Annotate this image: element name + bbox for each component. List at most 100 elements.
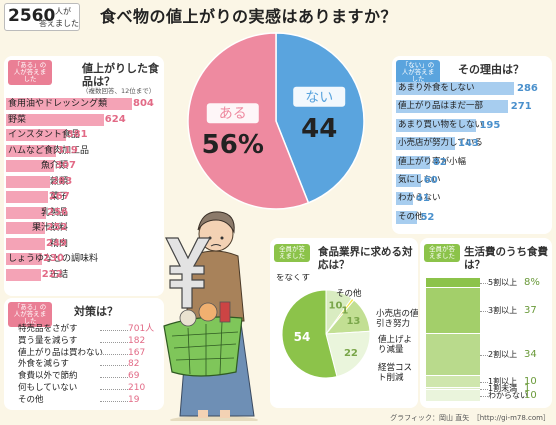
reasons-label-0: あまり外食をしない: [398, 83, 475, 93]
industry-value-0: 54: [294, 330, 311, 344]
foods-value-11: 222: [41, 268, 63, 280]
foodcost-label-5: わからない: [488, 390, 528, 400]
measures-title: 対策は？: [74, 305, 118, 318]
foods-bar-3: [6, 144, 56, 157]
industry-slice-0: [281, 289, 338, 379]
respondent-suffix-2: 答えました: [39, 19, 79, 28]
industry-value-1: 10: [329, 301, 343, 312]
foodcost-value-3: 10: [524, 376, 537, 388]
foodcost-label-2: 2割以上: [488, 349, 518, 359]
foodcost-value-0: 8%: [524, 276, 540, 288]
foods-value-1: 624: [104, 113, 126, 125]
industry-value-4: 22: [344, 348, 358, 359]
main-pie-label-0: ある: [219, 106, 247, 122]
foodcost-leader-4: [480, 388, 488, 390]
shopping-basket-icon: [163, 301, 243, 377]
foods-title: 値上がりした食品は？: [82, 62, 159, 89]
foods-value-6: 267: [48, 191, 70, 202]
measures-leader-5: [100, 389, 128, 390]
foods-label-6: 菓子: [49, 192, 68, 202]
reasons-label-1: 値上がり品はまだ一部: [398, 101, 484, 112]
foodcost-segment-4: [426, 388, 480, 390]
reasons-label-3: 小売店が努力している: [398, 138, 483, 149]
reasons-bar-1: [396, 100, 508, 114]
header: 2560 人が 答えました 食べ物の値上がりの実感はありますか？: [0, 0, 556, 34]
foods-label-4: 魚介類: [40, 161, 68, 171]
foods-value-3: 319: [56, 144, 78, 156]
measures-value-1: 182: [128, 335, 146, 346]
foods-value-0: 804: [133, 98, 154, 109]
respondent-suffix-1: 人が: [55, 7, 71, 16]
measures-value-3: 82: [128, 359, 140, 370]
reasons-bar-3: [396, 137, 455, 151]
foods-value-7: 256: [47, 206, 68, 218]
measures-leader-0: [100, 330, 128, 331]
measures-label-2: 値上がり品は買わない: [18, 347, 104, 358]
measures-value-6: 19: [128, 394, 140, 405]
foods-bar-4: [6, 160, 55, 172]
measures-value-0: 701人: [128, 324, 155, 334]
reasons-label-4: 値上がり率が小幅: [398, 156, 467, 167]
industry-label-4: 経営コスト削減: [378, 362, 412, 383]
foodcost-leader-1: [480, 310, 488, 312]
foodcost-leader-3: [480, 382, 488, 384]
foods-subtitle: （複数回答、12位まで）: [82, 87, 156, 95]
industry-title: 食品業界に求める対応は？: [318, 246, 413, 272]
reasons-bar-7: [396, 210, 418, 224]
reasons-bar-5: [396, 174, 421, 187]
industry-panel: 全員が答えました 食品業界に求める対応は？ 10 その他 1 小売店の値引き努力 13 値…: [270, 238, 418, 408]
foods-label-8: 果汁飲料: [31, 223, 68, 233]
foodcost-value-4: 1: [524, 382, 531, 394]
foods-label-2: インスタント食品: [8, 130, 80, 140]
foodcost-label-1: 3割以上: [488, 305, 518, 315]
foodcost-segment-5: [426, 389, 480, 402]
reasons-bar-2: [396, 118, 477, 132]
foodcost-leader-2: [480, 354, 488, 356]
foodcost-label-4: 1割未満: [488, 383, 518, 393]
main-pie-slice-1: [275, 32, 365, 204]
foods-value-2: 381: [66, 129, 88, 140]
foodcost-label-0: 5割以上: [488, 277, 518, 287]
respondent-count: 2560: [8, 6, 56, 26]
reasons-value-1: 271: [510, 101, 532, 113]
reasons-value-7: 52: [420, 211, 435, 223]
measures-tag: 「ある」の人が答えました: [8, 302, 52, 328]
measures-label-4: 食費以外で節約: [18, 371, 78, 382]
foodcost-leader-0: [480, 282, 488, 284]
foodcost-value-2: 34: [524, 348, 537, 360]
foodcost-title: 生活費のうち食費は？: [464, 246, 548, 272]
foods-tag: 「ある」の人が答えました: [8, 60, 52, 86]
measures-value-5: 210: [128, 383, 146, 393]
reasons-value-5: 60: [423, 175, 438, 186]
industry-tag: 全員が答えました: [274, 244, 310, 263]
measures-label-5: 何もしていない: [18, 383, 78, 393]
foodcost-segment-3: [426, 375, 480, 389]
yen-icon: [165, 237, 212, 309]
main-pie-label-box-0: [206, 103, 259, 124]
industry-value-3: 13: [346, 316, 360, 327]
foods-bar-9: [6, 237, 46, 250]
foods-value-4: 307: [55, 160, 76, 171]
foodcost-value-5: 10: [524, 389, 537, 401]
reasons-panel: 「ない」の人が答えました その理由は？ あまり外食をしない 286 値上がり品はまだ…: [392, 56, 552, 234]
reasons-title: その理由は？: [458, 63, 524, 76]
foodcost-tag: 全員が答えました: [424, 244, 460, 263]
reasons-bar-0: [396, 82, 514, 95]
measures-leader-4: [100, 377, 128, 379]
foods-bar-1: [6, 113, 104, 126]
foodcost-value-1: 37: [524, 304, 537, 316]
foods-label-3: ハムなど食肉加工品: [8, 145, 90, 156]
foods-panel: 「ある」の人が答えました 値上がりした食品は？ （複数回答、12位まで） 食用油…: [4, 56, 164, 296]
reasons-value-6: 41: [415, 193, 430, 205]
foods-label-0: 食用油やドレッシング類: [8, 99, 108, 109]
industry-slice-4: [325, 330, 371, 378]
foods-label-7: 乳製品: [40, 207, 68, 218]
industry-value-2: 1: [341, 306, 348, 317]
foodcost-leader-5: [480, 395, 488, 397]
main-pie-chart: ない 44 ある 56%: [187, 32, 365, 210]
reasons-value-3: 143: [458, 138, 479, 150]
foods-label-11: 缶詰: [49, 269, 68, 280]
credit: グラフィック：岡山 直矢 ［http://gi-m78.com］: [390, 414, 550, 422]
measures-value-4: 69: [128, 371, 140, 382]
foods-value-8: 252: [46, 222, 68, 233]
